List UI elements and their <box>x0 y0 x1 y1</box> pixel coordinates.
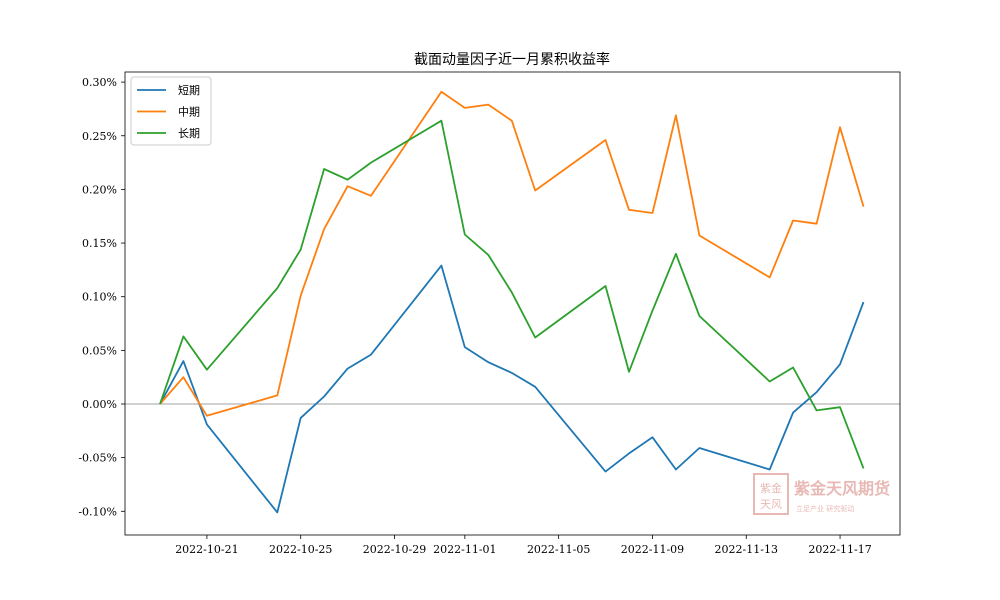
x-tick-label: 2022-10-21 <box>175 543 238 556</box>
series-line-0 <box>159 264 865 514</box>
y-tick-label: -0.05% <box>78 452 117 465</box>
x-axis: 2022-10-21 2022-10-25 2022-10-29 2022-11-01… <box>175 535 872 556</box>
x-tick-label: 2022-11-13 <box>715 543 778 556</box>
y-tick-label: 0.05% <box>82 344 117 357</box>
seal-icon <box>753 473 789 515</box>
series-line-2 <box>159 119 865 469</box>
x-tick-label: 2022-10-29 <box>363 543 426 556</box>
legend-label: 长期 <box>178 127 200 140</box>
legend-box <box>130 76 212 146</box>
y-tick-label: 0.00% <box>82 398 117 411</box>
x-tick-label: 2022-11-01 <box>433 543 496 556</box>
y-tick-label: 0.20% <box>82 183 117 196</box>
watermark-name: 紫金天风期货 <box>794 479 890 498</box>
x-tick-label: 2022-11-05 <box>527 543 590 556</box>
chart-title: 截面动量因子近一月累积收益率 <box>414 51 610 68</box>
x-tick-label: 2022-11-09 <box>621 543 684 556</box>
y-axis: -0.10% -0.05% 0.00% 0.05% 0.10% 0.15% 0.20% 0.2… <box>78 76 125 518</box>
y-tick-label: 0.15% <box>82 237 117 250</box>
watermark-logo: 紫金 天风 紫金天风期货 立足产业 研究驱动 <box>753 473 890 515</box>
watermark-slogan: 立足产业 研究驱动 <box>796 504 854 513</box>
plot-area <box>124 71 901 536</box>
seal-text: 紫金 <box>760 481 782 495</box>
legend-label: 中期 <box>178 106 200 119</box>
plot-frame <box>124 71 901 536</box>
x-tick-label: 2022-10-25 <box>269 543 332 556</box>
y-tick-label: 0.25% <box>82 130 117 143</box>
series-line-1 <box>159 90 865 417</box>
legend-label: 短期 <box>178 83 200 97</box>
y-tick-label: 0.30% <box>82 76 117 89</box>
x-tick-label: 2022-11-17 <box>808 543 871 556</box>
svg-text:天风: 天风 <box>760 498 782 511</box>
y-tick-label: -0.10% <box>78 505 117 518</box>
y-tick-label: 0.10% <box>82 291 117 304</box>
